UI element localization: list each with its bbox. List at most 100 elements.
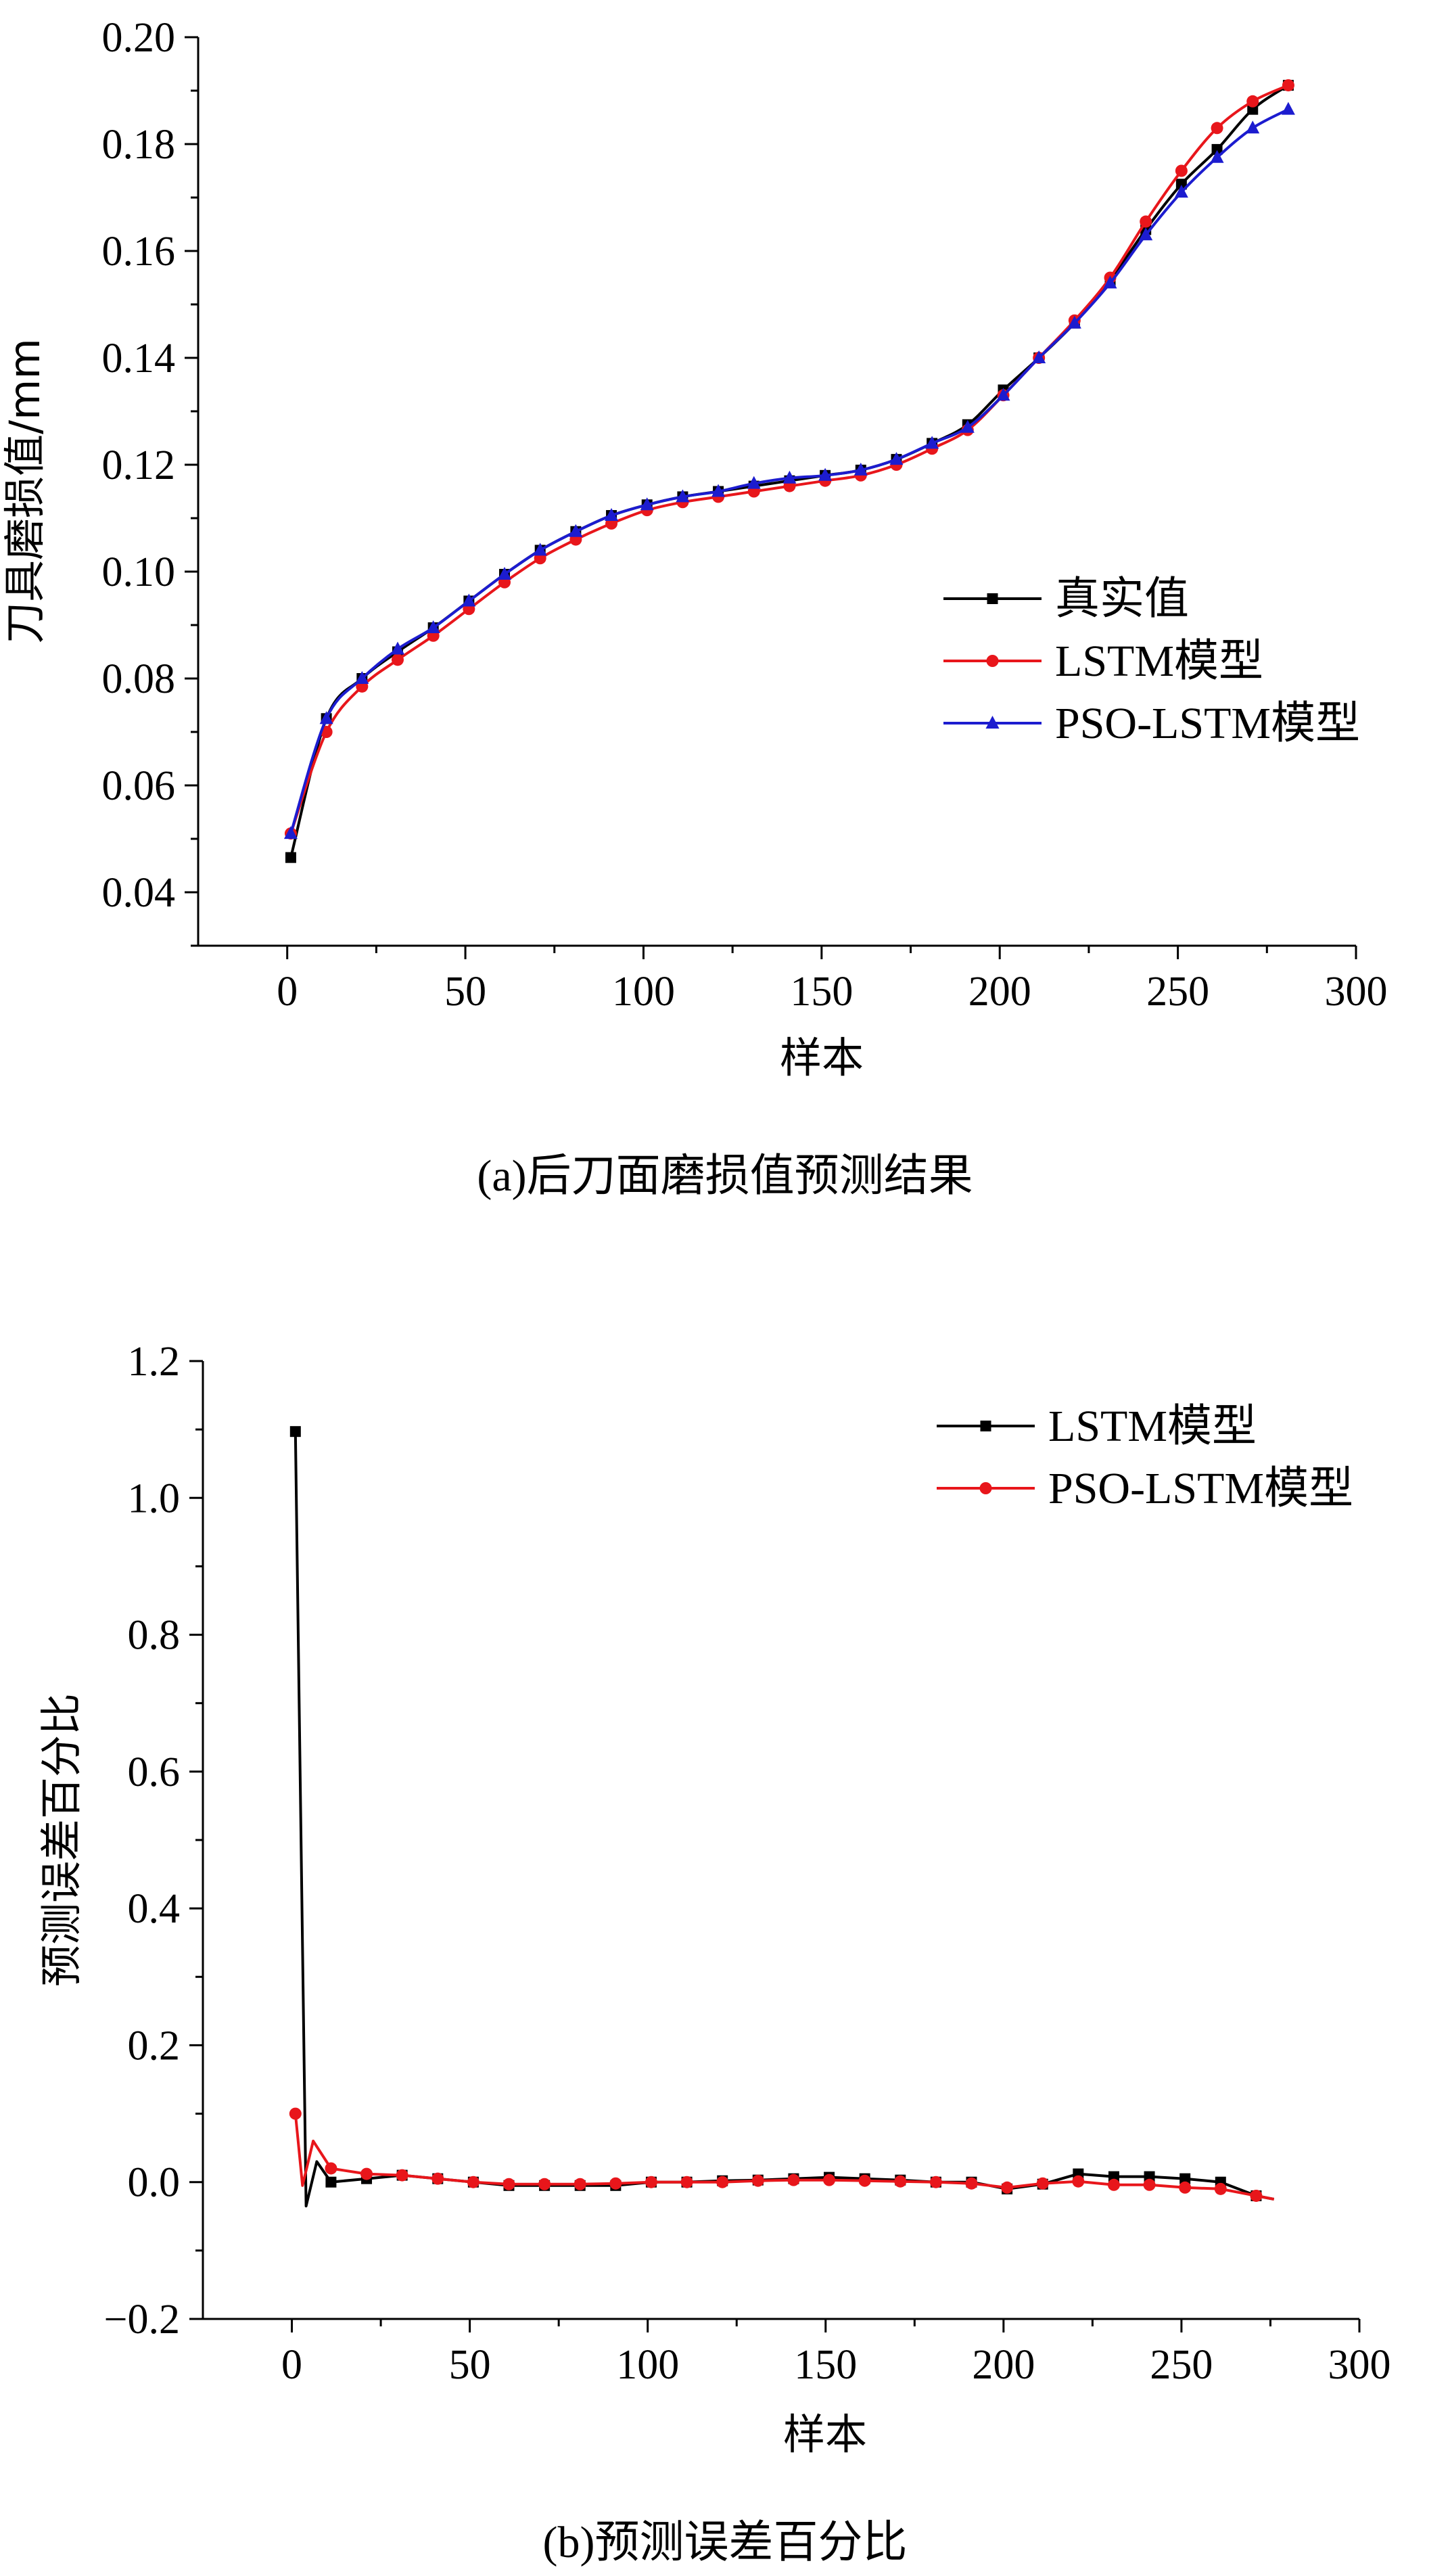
series-1 — [289, 1426, 1275, 2208]
y-tick-label: 0.2 — [128, 2023, 181, 2069]
data-point — [1246, 120, 1260, 134]
y-tick-label: 0.14 — [102, 336, 176, 382]
data-point — [609, 2177, 622, 2190]
chart-panel-a: 0 50 100 150 200 250 300 0.04 0.06 0.08 0.10 0.12 0.… — [0, 15, 1388, 1201]
data-point — [1214, 2182, 1227, 2195]
data-point — [1140, 215, 1152, 228]
data-point — [1179, 2173, 1191, 2184]
legend-marker — [979, 1482, 992, 1494]
data-point — [426, 620, 440, 633]
y-tick-label: 0.20 — [102, 15, 176, 61]
x-tick-label: 300 — [1325, 969, 1388, 1015]
legend-label: PSO-LSTM模型 — [1055, 699, 1360, 748]
legend-marker — [986, 655, 999, 667]
data-point — [1211, 143, 1223, 155]
data-point — [1103, 275, 1117, 289]
data-point — [960, 419, 975, 433]
data-point — [716, 2176, 729, 2188]
y-tick-label: 1.2 — [128, 1339, 181, 1385]
data-point — [787, 2174, 800, 2186]
data-point — [325, 2176, 337, 2188]
data-point — [285, 852, 296, 863]
data-point — [747, 476, 761, 489]
data-point — [283, 826, 298, 840]
series-line — [294, 1431, 1275, 2208]
data-point — [1246, 95, 1259, 108]
chart-panel-b: 0 50 100 150 200 250 300 −0.2 0.0 0.2 0.4 0.6 0.8 1.0… — [37, 1339, 1391, 2567]
data-point — [1139, 227, 1153, 241]
data-point — [1210, 150, 1224, 163]
legend-marker — [987, 593, 998, 604]
x-tick-label: 0 — [277, 969, 298, 1015]
legend-label: LSTM模型 — [1055, 637, 1263, 686]
y-tick-label: 0.16 — [102, 229, 176, 275]
x-axis-title: 样本 — [783, 2410, 867, 2459]
data-point — [289, 1426, 301, 1438]
data-point — [925, 436, 939, 449]
data-point — [680, 2176, 693, 2188]
figure-caption: (a)后刀面磨损值预测结果 — [477, 1151, 973, 1201]
x-tick-label: 0 — [281, 2342, 302, 2388]
data-point — [1281, 101, 1295, 115]
legend-label: LSTM模型 — [1048, 1402, 1257, 1451]
data-point — [360, 2167, 373, 2180]
data-point — [965, 2177, 978, 2190]
data-point — [390, 641, 404, 655]
y-tick-label: 0.6 — [128, 1749, 181, 1795]
data-point — [1107, 2178, 1120, 2191]
data-point — [533, 543, 547, 556]
data-point — [676, 489, 690, 503]
data-point — [1143, 2178, 1156, 2191]
data-point — [1067, 315, 1081, 329]
data-point — [289, 2107, 302, 2120]
y-tick-label: 1.0 — [128, 1475, 181, 1521]
legend-marker — [985, 716, 1000, 729]
y-tick-label: 0.18 — [102, 122, 176, 168]
y-tick-label: 0.06 — [102, 763, 176, 809]
data-point — [462, 593, 476, 607]
data-point — [996, 388, 1010, 401]
x-tick-label: 250 — [1146, 969, 1209, 1015]
data-point — [1211, 122, 1223, 135]
x-tick-label: 100 — [616, 2342, 679, 2388]
data-point — [1175, 164, 1188, 177]
data-point — [1001, 2181, 1014, 2194]
series-2 — [289, 2107, 1275, 2202]
y-tick-label: 0.04 — [102, 870, 176, 916]
y-tick-label: 0.12 — [102, 442, 176, 488]
data-point — [853, 462, 868, 476]
data-point — [823, 2174, 836, 2186]
data-point — [319, 711, 333, 724]
x-tick-label: 150 — [794, 2342, 857, 2388]
x-tick-label: 100 — [612, 969, 675, 1015]
data-point — [1179, 2181, 1192, 2194]
data-point — [605, 508, 619, 522]
data-point — [325, 2162, 337, 2175]
y-tick-label: 0.08 — [102, 656, 176, 702]
data-point — [1282, 79, 1294, 92]
x-tick-label: 200 — [972, 2342, 1035, 2388]
data-point — [1174, 185, 1188, 198]
data-point — [640, 497, 654, 511]
y-tick-label: 0.0 — [128, 2160, 181, 2206]
data-point — [569, 524, 583, 537]
data-point — [889, 452, 904, 465]
x-axis-title: 样本 — [780, 1033, 864, 1082]
y-tick-label: 0.8 — [128, 1613, 181, 1659]
data-point — [929, 2176, 942, 2188]
data-point — [894, 2175, 907, 2188]
data-point — [1144, 2171, 1155, 2182]
series-3 — [283, 101, 1295, 840]
data-point — [391, 653, 404, 666]
data-point — [818, 467, 833, 481]
x-tick-label: 50 — [449, 2342, 491, 2388]
data-point — [1032, 350, 1046, 363]
data-point — [711, 484, 726, 497]
x-tick-label: 250 — [1150, 2342, 1213, 2388]
data-point — [858, 2174, 871, 2187]
series-line — [294, 2113, 1275, 2201]
data-point — [467, 2176, 480, 2188]
data-point — [431, 2172, 444, 2185]
data-point — [1250, 2189, 1263, 2202]
